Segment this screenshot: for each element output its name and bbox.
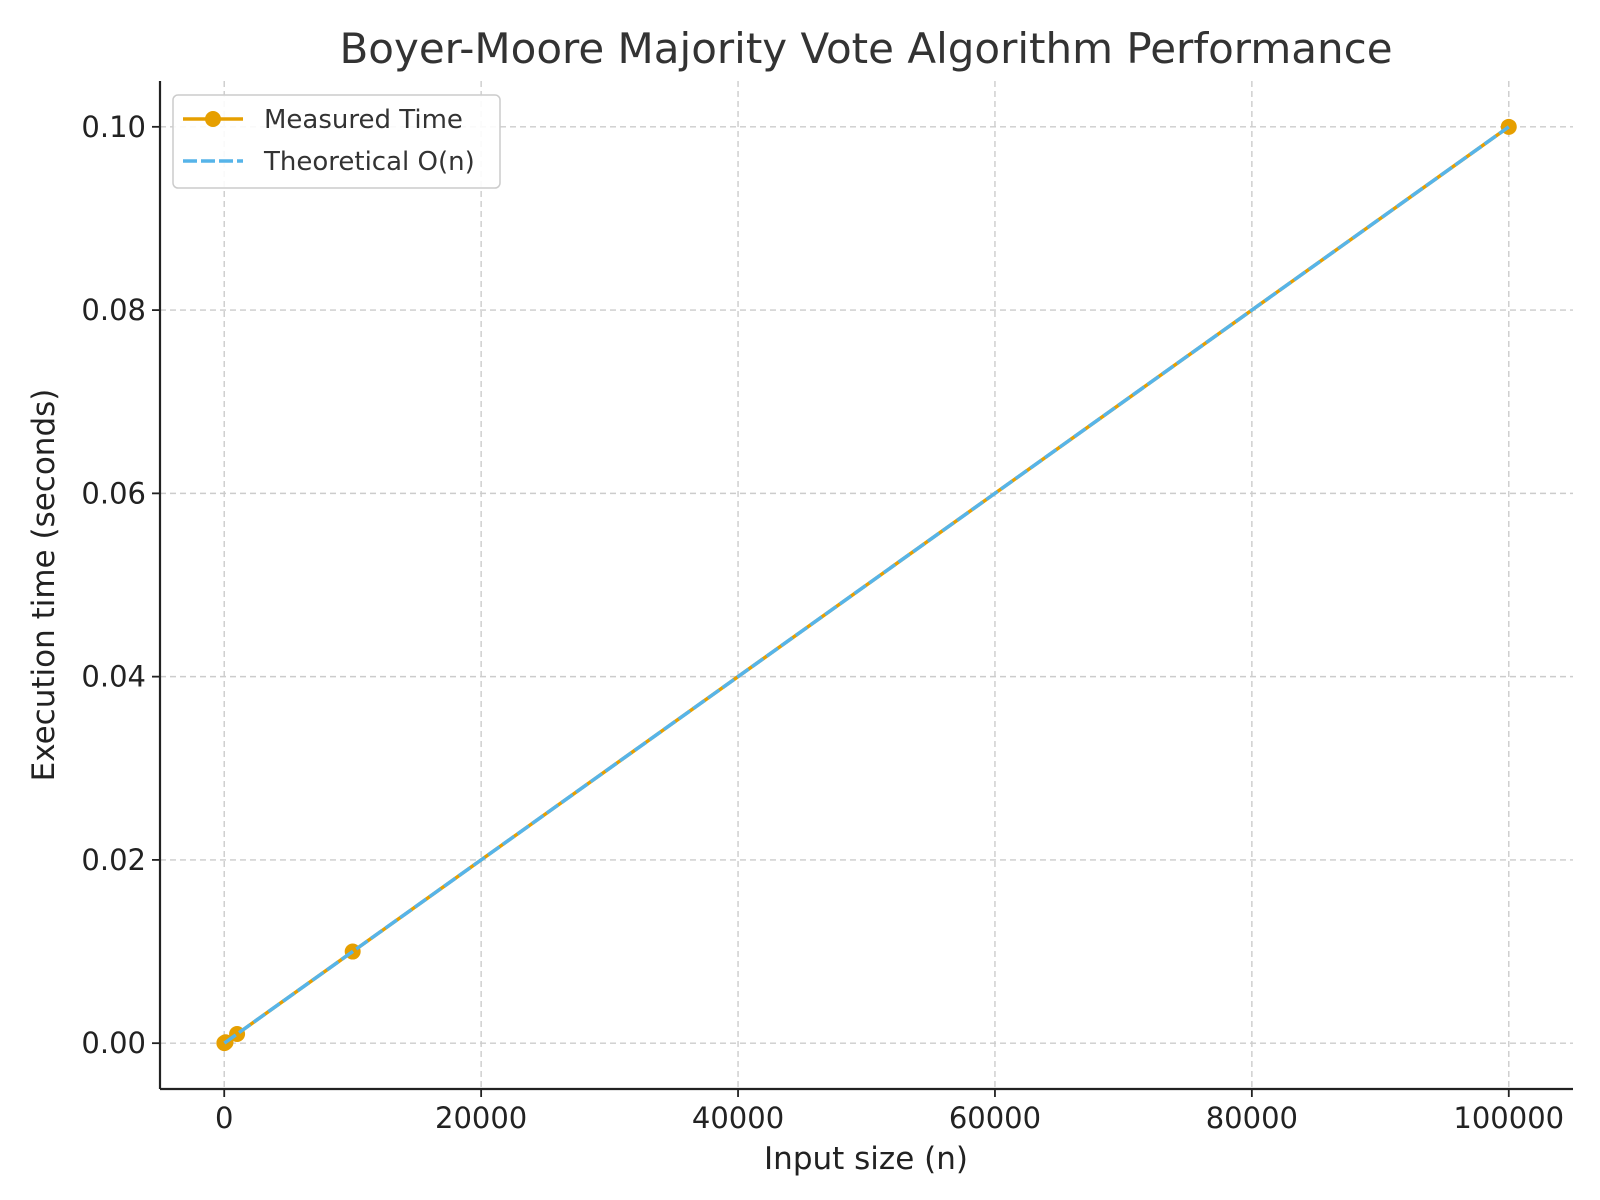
x-tick-label: 100000 [1453,1101,1564,1135]
y-tick-label: 0.00 [81,1026,146,1060]
y-axis-ticks: 0.00 0.02 0.04 0.06 0.08 0.10 [81,110,160,1060]
legend-box [172,94,501,189]
legend-theoretical-label: Theoretical O(n) [263,147,475,177]
x-axis-label: Input size (n) [764,1141,968,1177]
y-tick-label: 0.08 [81,293,146,327]
chart-title: Boyer-Moore Majority Vote Algorithm Perf… [339,24,1392,73]
legend-measured-marker [205,111,221,127]
y-axis-label: Execution time (seconds) [26,389,62,782]
legend: Measured Time Theoretical O(n) [172,94,501,189]
y-tick-label: 0.06 [81,476,146,510]
x-axis-ticks: 0 20000 40000 60000 80000 100000 [215,1089,1564,1135]
theoretical-on-line [223,125,1510,1045]
y-tick-label: 0.10 [81,110,146,144]
x-tick-label: 60000 [949,1101,1041,1135]
x-tick-label: 80000 [1206,1101,1298,1135]
axes [158,81,1573,1091]
x-tick-label: 0 [215,1101,233,1135]
plot-area [216,118,1517,1052]
legend-measured-label: Measured Time [264,105,463,135]
x-tick-label: 40000 [692,1101,784,1135]
x-tick-label: 20000 [435,1101,527,1135]
y-tick-label: 0.04 [81,660,146,694]
y-tick-label: 0.02 [81,843,146,877]
